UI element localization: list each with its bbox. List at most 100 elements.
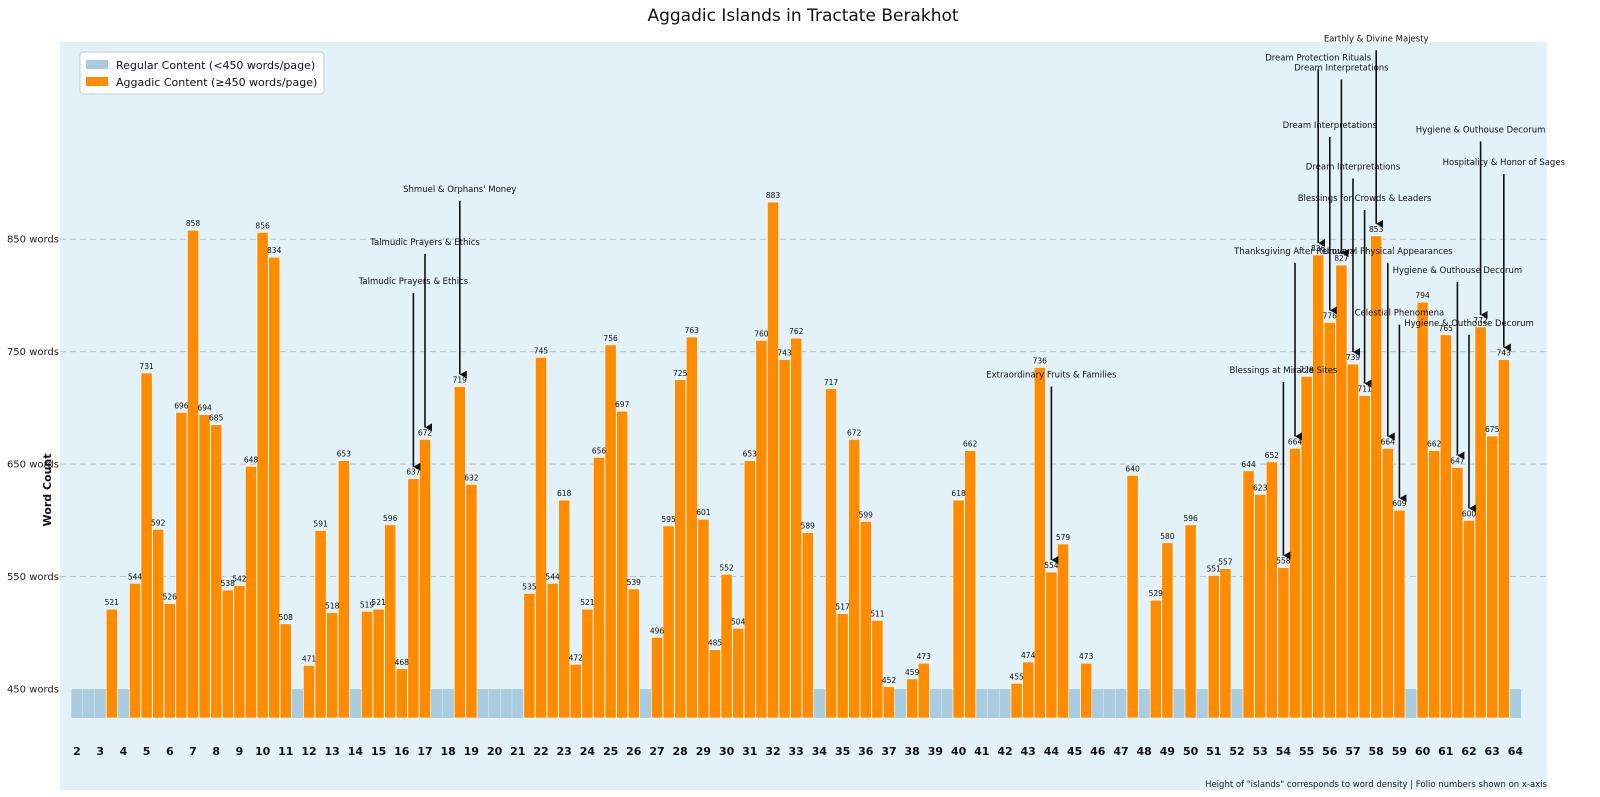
bar-value-label: 664 [1381, 437, 1396, 446]
aggadic-bar [767, 201, 779, 719]
x-tick-label: 60 [1415, 745, 1431, 758]
x-tick-label: 45 [1067, 745, 1082, 758]
regular-bar [639, 689, 651, 718]
regular-bar [813, 689, 825, 718]
regular-bar [941, 689, 953, 718]
aggadic-bar [546, 582, 559, 719]
bar-value-label: 858 [186, 219, 201, 228]
legend: Regular Content (<450 words/page) Aggadi… [79, 51, 325, 95]
bar-value-label: 517 [835, 603, 850, 612]
bar-value-label: 580 [1160, 532, 1175, 541]
y-tick-label: 450 words [7, 685, 59, 696]
aggadic-bar [1463, 520, 1475, 719]
x-tick-label: 62 [1461, 745, 1476, 758]
x-tick-label: 38 [905, 745, 920, 758]
x-tick-label: 35 [835, 745, 850, 758]
x-tick-label: 17 [417, 745, 432, 758]
aggadic-bar [1393, 509, 1406, 719]
aggadic-bar [233, 585, 246, 719]
bar-value-label: 743 [777, 349, 792, 358]
x-tick-label: 20 [487, 745, 503, 758]
x-tick-label: 32 [765, 745, 780, 758]
x-tick-label: 19 [464, 745, 479, 758]
aggadic-bar [1358, 395, 1371, 719]
x-tick-label: 12 [301, 745, 316, 758]
bar-value-label: 526 [163, 593, 178, 602]
y-tick-label: 550 words [7, 572, 59, 583]
bar-value-label: 652 [1265, 451, 1280, 460]
aggadic-bar [906, 678, 919, 719]
regular-bar [94, 689, 106, 718]
aggadic-bar [1126, 475, 1139, 719]
bar-value-label: 589 [801, 522, 816, 531]
bar-value-label: 518 [325, 602, 340, 611]
aggadic-bar [1312, 254, 1325, 719]
x-tick-label: 44 [1044, 745, 1060, 758]
x-tick-labels: 2 3 4 5 6 7 8 9 10 11 12 13 14 15 16 17 18 19 20 21 22 23 24 25… [73, 745, 1523, 758]
regular-bar [1069, 689, 1081, 718]
bar-value-label: 538 [221, 579, 236, 588]
bar-value-label: 542 [232, 575, 247, 584]
x-tick-label: 57 [1345, 745, 1360, 758]
x-tick-label: 36 [858, 745, 874, 758]
bar-value-label: 591 [313, 519, 328, 528]
bar-value-label: 647 [1450, 456, 1465, 465]
bar-value-label: 535 [522, 582, 537, 591]
aggadic-bar [755, 340, 768, 719]
legend-box [79, 51, 325, 95]
aggadic-bar [523, 593, 536, 719]
legend-swatch-aggadic [86, 77, 108, 86]
bar-value-label: 640 [1125, 464, 1140, 473]
aggadic-bar [210, 424, 223, 719]
annotation-label: Dream Interpretations [1283, 121, 1378, 131]
aggadic-bar [1347, 363, 1359, 719]
aggadic-bar [1242, 470, 1255, 719]
bar-value-label: 508 [279, 613, 294, 622]
annotation-label: Hygiene & Outhouse Decorum [1404, 319, 1534, 329]
regular-bar [1231, 689, 1243, 718]
bar-value-label: 672 [418, 428, 433, 437]
annotation-label: Talmudic Prayers & Ethics [369, 238, 480, 248]
annotation-label: Earthly & Divine Majesty [1324, 34, 1429, 44]
x-tick-label: 21 [510, 745, 525, 758]
bar-value-label: 675 [1485, 425, 1500, 434]
x-tick-label: 16 [394, 745, 410, 758]
bar-value-label: 521 [371, 598, 386, 607]
aggadic-bar [175, 412, 188, 719]
aggadic-bar [662, 525, 675, 719]
bar-value-label: 618 [557, 489, 572, 498]
x-tick-label: 28 [673, 745, 688, 758]
x-tick-label: 22 [533, 745, 548, 758]
aggadic-bar [558, 499, 571, 719]
aggadic-bar [871, 620, 884, 719]
aggadic-bar [407, 478, 420, 719]
aggadic-bar [1161, 542, 1174, 719]
aggadic-bar [859, 521, 872, 719]
annotation-label: Hospitality & Honor of Sages [1443, 158, 1566, 168]
regular-bar [976, 689, 988, 718]
aggadic-bar [1057, 543, 1069, 719]
aggadic-bar [1184, 524, 1197, 719]
bar-value-label: 544 [128, 572, 143, 581]
bar-value-label: 592 [151, 518, 166, 527]
x-tick-label: 2 [73, 745, 81, 758]
annotation-label: Hygiene & Outhouse Decorum [1393, 266, 1523, 276]
aggadic-bar [1416, 301, 1429, 719]
bar-value-label: 521 [105, 598, 120, 607]
x-tick-label: 13 [325, 745, 340, 758]
aggadic-bar [674, 379, 687, 719]
aggadic-bar [1335, 264, 1348, 719]
x-tick-label: 11 [278, 745, 293, 758]
bar-value-label: 653 [743, 450, 758, 459]
legend-label-aggadic: Aggadic Content (≥450 words/page) [116, 76, 317, 89]
aggadic-bar [372, 608, 385, 719]
regular-bar [1196, 689, 1208, 718]
bar-value-label: 719 [453, 376, 468, 385]
aggadic-bar [1080, 662, 1093, 719]
chart-title: Aggadic Islands in Tractate Berakhot [647, 6, 958, 26]
x-tick-label: 48 [1137, 745, 1152, 758]
bar-value-label: 596 [383, 514, 398, 523]
x-tick-label: 40 [951, 745, 967, 758]
regular-bar [349, 689, 361, 718]
x-tick-label: 29 [696, 745, 711, 758]
